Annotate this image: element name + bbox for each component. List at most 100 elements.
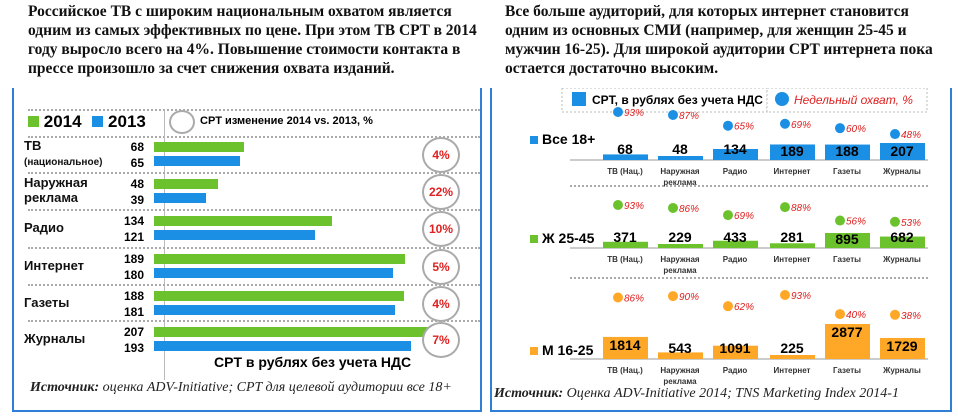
legend-box <box>766 87 928 113</box>
reach-dot <box>780 290 790 300</box>
reach-dot <box>723 120 733 131</box>
cpt-value: 229 <box>668 229 692 245</box>
cpt-value: 371 <box>613 229 637 245</box>
reach-value: 69% <box>791 120 811 131</box>
reach-dot <box>668 291 678 302</box>
legend-dot-label: Недельный охват, % <box>794 93 913 107</box>
category-label: Газеты <box>24 295 70 310</box>
cpt-value: 1091 <box>719 340 750 356</box>
cpt-bar <box>713 148 758 160</box>
left-intro-text: Российское ТВ с широким национальным охв… <box>28 3 477 77</box>
value-label-2013: 193 <box>123 341 144 355</box>
bar-2014 <box>154 291 405 301</box>
cpt-bar <box>825 324 870 359</box>
legend-bar-label: CPT, в рублях без учета НДС <box>592 93 763 107</box>
bar-2014 <box>154 254 406 264</box>
right-chart-panel: CPT, в рублях без учета НДС Недельный охв… <box>490 87 952 412</box>
right-source: Источник: Оценка ADV-Initiative 2014; TN… <box>494 386 899 401</box>
category-label: Наружная <box>660 366 700 375</box>
reach-dot <box>890 129 900 140</box>
series-swatch <box>530 347 538 355</box>
category-label: ТВ (Нац.) <box>607 366 643 375</box>
chart-row: Журналы 207 193 7% <box>14 321 460 358</box>
value-label-2013: 65 <box>130 156 144 170</box>
reach-value: 40% <box>846 310 866 321</box>
cpt-bar <box>825 144 870 160</box>
cpt-value: 281 <box>780 229 804 245</box>
reach-value: 87% <box>679 111 699 122</box>
reach-value: 56% <box>846 217 866 228</box>
reach-dot <box>780 118 790 129</box>
reach-value: 93% <box>791 291 811 302</box>
bar-2014 <box>154 216 333 226</box>
cpt-bar <box>770 355 815 359</box>
category-label-2: реклама <box>663 377 697 386</box>
category-label: Газеты <box>833 255 861 264</box>
category-label: Интернет <box>24 258 85 273</box>
chart-row: Газеты 188 181 4% <box>14 285 460 322</box>
reach-value: 93% <box>624 108 644 119</box>
reach-dot <box>668 202 678 213</box>
bar-2014 <box>154 142 245 152</box>
cpt-bar <box>713 345 758 359</box>
category-label: Журналы <box>882 255 921 264</box>
reach-value: 38% <box>901 311 921 322</box>
cpt-value: 48 <box>672 141 688 157</box>
value-label-2014: 189 <box>123 252 144 266</box>
reach-value: 60% <box>846 124 866 135</box>
left-axis-title: CPT в рублях без учета НДС <box>214 354 412 370</box>
category-label: Журналы <box>882 167 921 176</box>
bar-2014 <box>154 179 218 189</box>
legend-box <box>561 87 768 113</box>
category-label: Газеты <box>833 366 861 375</box>
value-label-2014: 48 <box>130 177 144 191</box>
left-chart-panel: 2014 2013 CPT изменение 2014 vs. 2013, %… <box>12 88 482 412</box>
left-source: Источник: оценка ADV-Initiative; CPT для… <box>30 380 452 395</box>
category-label: ТВ (национальное) <box>24 138 103 168</box>
series-label: Все 18+ <box>542 131 595 147</box>
value-label-2013: 121 <box>123 230 144 244</box>
bar-2013 <box>154 341 411 351</box>
category-label: Наружная реклама <box>24 175 88 205</box>
category-label: Наружная <box>660 167 700 176</box>
reach-dot <box>723 301 733 312</box>
bar-2014 <box>154 327 430 337</box>
category-label: ТВ (Нац.) <box>607 167 643 176</box>
value-label-2014: 134 <box>123 214 144 228</box>
reach-value: 88% <box>791 203 811 214</box>
cpt-value: 189 <box>780 143 804 159</box>
reach-dot <box>613 107 623 117</box>
value-label-2013: 180 <box>123 268 144 282</box>
series-swatch <box>530 235 538 243</box>
legend-2014-swatch <box>28 116 39 127</box>
value-label-2014: 207 <box>123 325 144 339</box>
cpt-bar <box>603 241 648 248</box>
cpt-bar <box>770 243 815 248</box>
cpt-value: 433 <box>723 229 747 245</box>
legend-2013: 2013 <box>108 112 146 131</box>
change-circle: 4% <box>422 137 460 173</box>
legend-2013-swatch <box>92 116 104 127</box>
legend-years: 2014 2013 <box>28 112 158 132</box>
category-label: Радио <box>723 255 748 264</box>
reach-dot <box>780 202 790 213</box>
cpt-value: 543 <box>668 340 692 356</box>
reach-value: 69% <box>734 211 754 222</box>
reach-dot <box>890 216 900 227</box>
cpt-bar <box>770 144 815 160</box>
cpt-bar <box>658 352 703 359</box>
cpt-value: 68 <box>617 141 633 157</box>
cpt-bar <box>658 244 703 248</box>
reach-value: 62% <box>734 302 754 313</box>
cpt-value: 188 <box>835 143 859 159</box>
cpt-bar <box>658 156 703 160</box>
cpt-bar <box>880 236 925 248</box>
category-label: Журналы <box>24 331 86 346</box>
category-label-2: реклама <box>663 266 697 275</box>
cpt-value: 134 <box>723 141 747 157</box>
reach-dot <box>890 309 900 320</box>
chart-row: Радио 134 121 10% <box>14 210 460 247</box>
cpt-bar <box>825 233 870 248</box>
category-label: Радио <box>24 220 64 235</box>
reach-value: 93% <box>624 201 644 212</box>
